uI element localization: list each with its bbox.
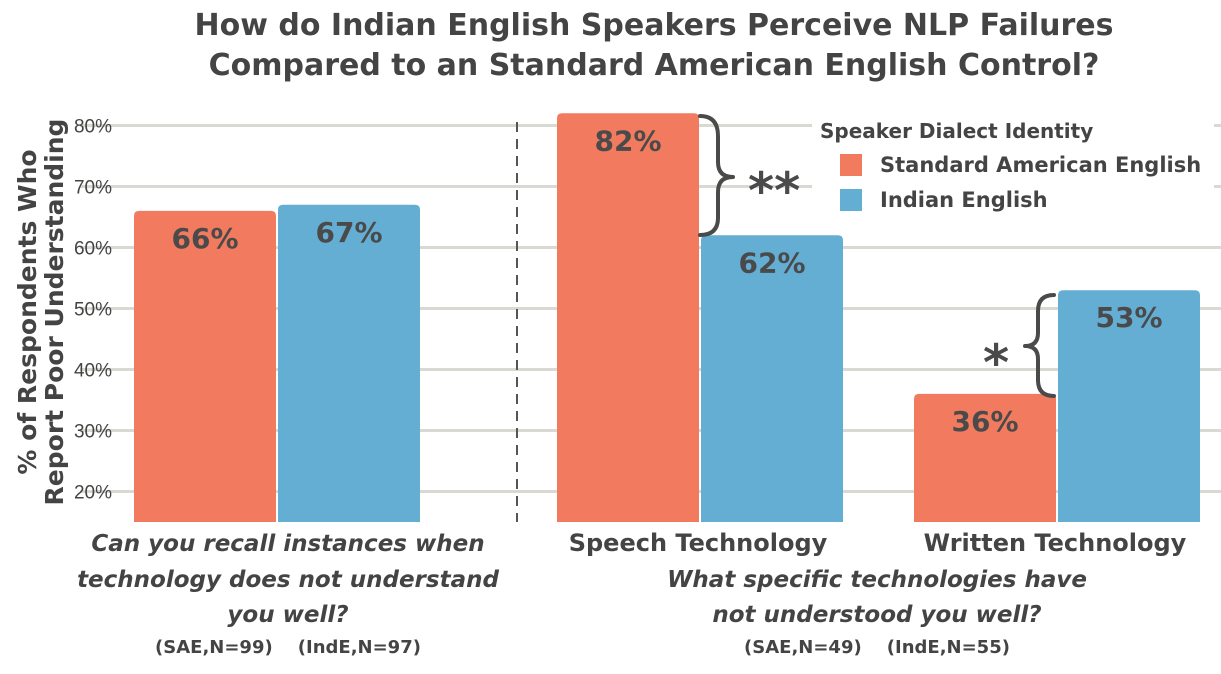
bar-sae-0 bbox=[134, 210, 276, 522]
chart-title-line-2: Compared to an Standard American English… bbox=[209, 48, 1100, 83]
y-axis-label-line-1: % of Respondents Who bbox=[13, 149, 42, 474]
significance-brace-written bbox=[1023, 293, 1056, 398]
legend-label-sae: Standard American English bbox=[880, 153, 1201, 177]
bar-sae-1 bbox=[557, 113, 699, 523]
y-tick-label-80: 80% bbox=[74, 117, 112, 138]
category-label-speech: Speech Technology bbox=[569, 529, 828, 557]
y-tick-label-40: 40% bbox=[74, 361, 112, 382]
bar-label-sae-2: 36% bbox=[951, 405, 1018, 438]
bar-label-inde-1: 62% bbox=[738, 246, 805, 279]
left-question-line-3: you well? bbox=[227, 602, 348, 628]
right-question-line-2: not understood you well? bbox=[712, 602, 1041, 628]
y-tick-label-50: 50% bbox=[74, 300, 112, 321]
y-tick-label-20: 20% bbox=[74, 483, 112, 504]
left-question-line-2: technology does not understand bbox=[77, 567, 499, 593]
y-axis-label-line-2: Report Poor Understanding bbox=[40, 119, 69, 506]
right-question-line-1: What specific technologies have bbox=[667, 567, 1087, 593]
legend-swatch-inde bbox=[840, 189, 862, 211]
bar-label-inde-2: 53% bbox=[1095, 301, 1162, 334]
legend-title: Speaker Dialect Identity bbox=[820, 119, 1093, 143]
significance-marker-written: * bbox=[983, 334, 1009, 392]
y-tick-label-30: 30% bbox=[74, 422, 112, 443]
significance-brace-speech bbox=[698, 114, 735, 237]
left-sample-sizes: (SAE,N=99) (IndE,N=97) bbox=[155, 637, 421, 658]
category-label-written: Written Technology bbox=[924, 529, 1187, 557]
legend-background bbox=[812, 114, 1214, 218]
bar-label-inde-0: 67% bbox=[315, 216, 382, 249]
bar-inde-0 bbox=[278, 204, 420, 523]
bar-sae-2 bbox=[914, 393, 1056, 522]
bar-value-labels: 66% 82% 36% 67% 62% 53% bbox=[171, 124, 1162, 438]
legend-label-inde: Indian English bbox=[880, 188, 1048, 212]
chart-title-line-1: How do Indian English Speakers Perceive … bbox=[195, 8, 1114, 43]
y-axis-ticks: 20% 30% 40% 50% 60% 70% 80% bbox=[74, 117, 112, 504]
y-tick-label-60: 60% bbox=[74, 239, 112, 260]
right-sample-sizes: (SAE,N=49) (IndE,N=55) bbox=[744, 637, 1010, 658]
bar-inde-1 bbox=[701, 235, 843, 523]
bar-label-sae-1: 82% bbox=[594, 124, 661, 157]
legend-swatch-sae bbox=[840, 154, 862, 176]
bar-inde-2 bbox=[1058, 290, 1200, 522]
left-question-line-1: Can you recall instances when bbox=[91, 531, 484, 557]
bar-label-sae-0: 66% bbox=[171, 222, 238, 255]
legend: Speaker Dialect Identity Standard Americ… bbox=[812, 114, 1214, 218]
significance-marker-speech: ** bbox=[748, 162, 800, 220]
y-tick-label-70: 70% bbox=[74, 178, 112, 199]
bars bbox=[134, 113, 1200, 523]
